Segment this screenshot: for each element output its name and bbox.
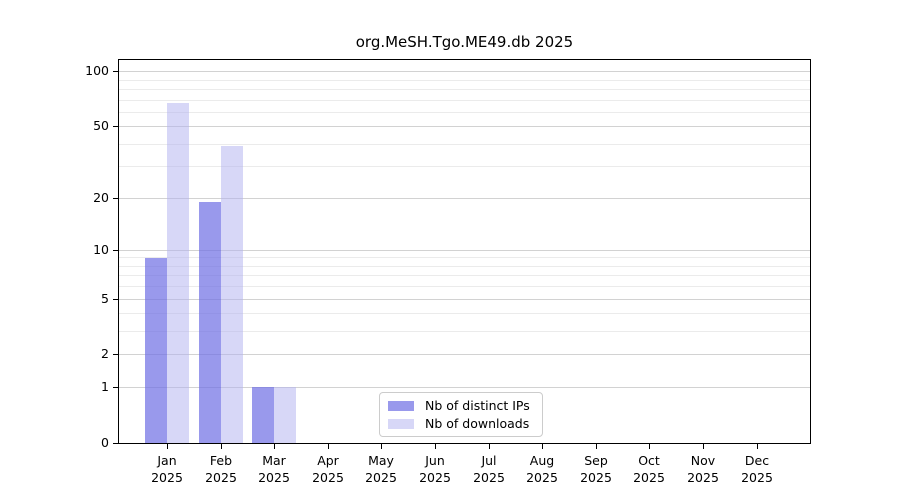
legend-item-downloads: Nb of downloads (388, 416, 534, 431)
y-gridline-minor (119, 99, 810, 101)
y-gridline-minor (119, 286, 810, 288)
bar-distinct-ips-jan (145, 257, 167, 443)
x-tick-label: Dec 2025 (741, 453, 773, 485)
x-tick-label: Aug 2025 (526, 453, 558, 485)
legend-label-downloads: Nb of downloads (425, 416, 530, 431)
y-tick-mark (113, 250, 118, 251)
y-tick-label: 0 (101, 435, 109, 450)
y-tick-mark (113, 387, 118, 388)
legend-label-distinct-ips: Nb of distinct IPs (425, 398, 530, 413)
bar-downloads-jan (167, 103, 189, 443)
x-tick-mark (757, 444, 758, 449)
legend: Nb of distinct IPs Nb of downloads (379, 392, 543, 437)
y-tick-label: 2 (101, 346, 109, 361)
y-tick-mark (113, 354, 118, 355)
y-gridline-major (119, 387, 810, 389)
y-gridline-minor (119, 275, 810, 277)
legend-swatch-downloads (388, 418, 414, 429)
y-gridline-minor (119, 143, 810, 145)
bar-downloads-mar (274, 387, 297, 443)
x-tick-mark (542, 444, 543, 449)
x-tick-mark (489, 444, 490, 449)
x-tick-label: Mar 2025 (258, 453, 290, 485)
x-tick-label: Sep 2025 (580, 453, 612, 485)
x-tick-label: Apr 2025 (312, 453, 344, 485)
y-gridline-major (119, 126, 810, 128)
x-tick-mark (221, 444, 222, 449)
y-gridline-minor (119, 79, 810, 81)
bar-distinct-ips-feb (198, 201, 221, 443)
x-tick-mark (435, 444, 436, 449)
x-tick-label: Jun 2025 (419, 453, 451, 485)
y-tick-mark (113, 71, 118, 72)
y-tick-label: 50 (93, 118, 109, 133)
x-tick-label: Jan 2025 (151, 453, 183, 485)
y-gridline-minor (119, 257, 810, 259)
x-tick-label: May 2025 (365, 453, 397, 485)
y-tick-label: 100 (85, 63, 109, 78)
y-gridline-minor (119, 88, 810, 90)
x-tick-mark (381, 444, 382, 449)
x-tick-label: Nov 2025 (687, 453, 719, 485)
y-tick-label: 1 (101, 379, 109, 394)
x-tick-mark (274, 444, 275, 449)
x-tick-label: Oct 2025 (633, 453, 665, 485)
x-tick-mark (167, 444, 168, 449)
bar-downloads-feb (220, 145, 243, 443)
x-tick-label: Jul 2025 (473, 453, 505, 485)
x-tick-mark (328, 444, 329, 449)
y-gridline-major (119, 71, 810, 73)
y-tick-label: 10 (93, 242, 109, 257)
y-gridline-major (119, 197, 810, 199)
y-tick-label: 5 (101, 291, 109, 306)
legend-swatch-distinct-ips (388, 400, 414, 411)
x-tick-mark (703, 444, 704, 449)
x-tick-mark (649, 444, 650, 449)
y-gridline-major (119, 354, 810, 356)
y-tick-mark (113, 126, 118, 127)
y-gridline-minor (119, 313, 810, 315)
plot-area (118, 59, 811, 444)
y-gridline-minor (119, 166, 810, 168)
y-tick-mark (113, 443, 118, 444)
y-gridline-minor (119, 265, 810, 267)
y-tick-mark (113, 198, 118, 199)
bar-distinct-ips-mar (252, 387, 275, 443)
y-gridline-minor (119, 111, 810, 113)
legend-item-distinct-ips: Nb of distinct IPs (388, 398, 534, 413)
chart-title: org.MeSH.Tgo.ME49.db 2025 (355, 33, 574, 51)
y-gridline-minor (119, 331, 810, 333)
y-tick-mark (113, 299, 118, 300)
y-gridline-major (119, 298, 810, 300)
y-gridline-major (119, 249, 810, 251)
x-tick-label: Feb 2025 (205, 453, 237, 485)
y-tick-label: 20 (93, 190, 109, 205)
x-tick-mark (596, 444, 597, 449)
